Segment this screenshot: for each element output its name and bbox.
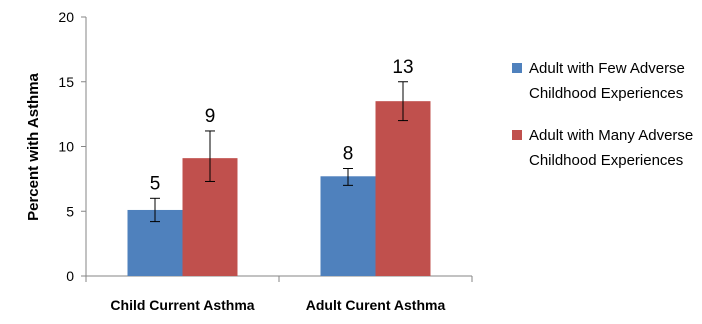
legend: Adult with Few Adverse Childhood Experie… bbox=[512, 56, 697, 190]
legend-label-few: Adult with Few Adverse Childhood Experie… bbox=[529, 60, 685, 102]
y-tick-label: 5 bbox=[66, 203, 74, 219]
bar bbox=[375, 101, 431, 276]
legend-item-few: Adult with Few Adverse Childhood Experie… bbox=[512, 56, 697, 106]
legend-swatch-many bbox=[512, 130, 522, 140]
y-tick-label: 20 bbox=[58, 9, 74, 25]
y-tick-label: 15 bbox=[58, 74, 74, 90]
legend-swatch-few bbox=[512, 63, 522, 73]
data-label: 8 bbox=[343, 144, 354, 165]
error-bars bbox=[150, 81, 408, 223]
x-category-labels: Child Current Asthma Adult Curent Asthma bbox=[110, 297, 445, 313]
data-label: 5 bbox=[150, 173, 161, 194]
x-category-label: Child Current Asthma bbox=[110, 297, 254, 313]
y-tick-label: 10 bbox=[58, 139, 74, 155]
x-category-label: Adult Curent Asthma bbox=[306, 297, 446, 313]
y-tick-label: 0 bbox=[66, 268, 74, 284]
bars bbox=[127, 101, 431, 276]
legend-label-many: Adult with Many Adverse Childhood Experi… bbox=[529, 127, 694, 169]
y-tick-labels: 0 5 10 15 20 bbox=[58, 9, 74, 284]
data-label: 13 bbox=[392, 57, 413, 78]
data-label: 9 bbox=[205, 106, 216, 127]
legend-item-many: Adult with Many Adverse Childhood Experi… bbox=[512, 123, 697, 173]
bar bbox=[320, 176, 376, 276]
y-axis-title: Percent with Asthma bbox=[25, 72, 42, 220]
data-labels: 5 9 8 13 bbox=[150, 57, 414, 195]
